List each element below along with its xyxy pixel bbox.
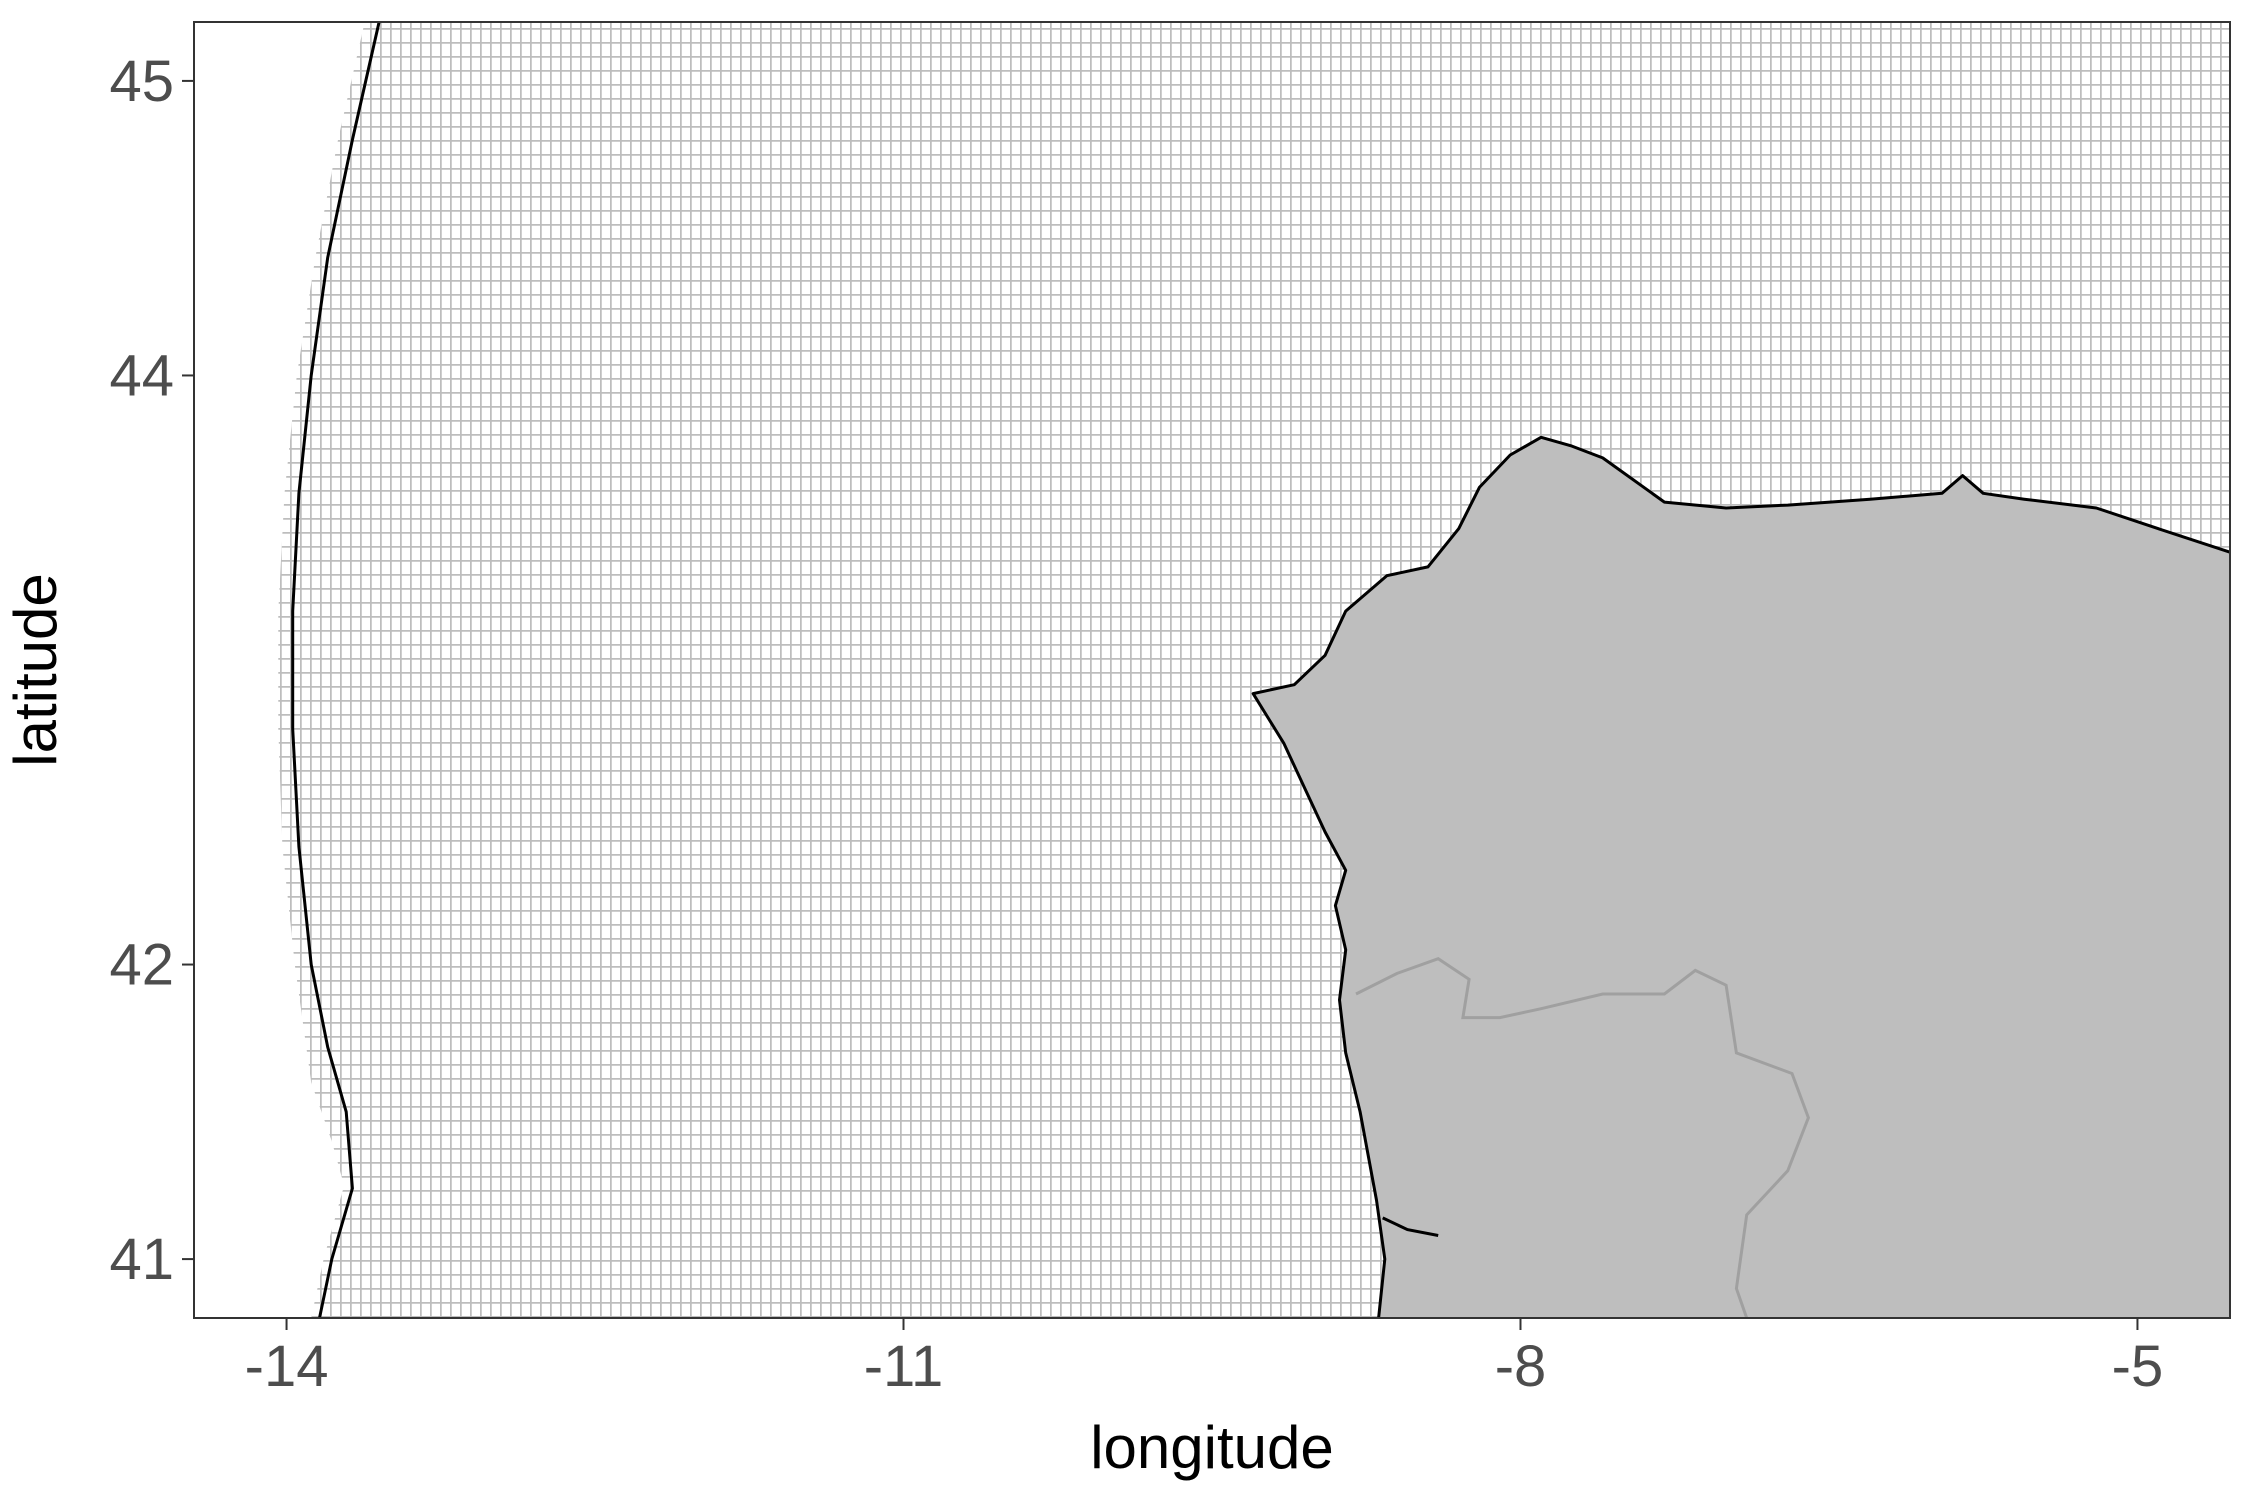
x-tick-label: -14 — [245, 1334, 329, 1399]
border-galicia-portugal — [1355, 957, 1811, 1318]
y-axis: 41 42 44 45 — [109, 49, 194, 1292]
y-axis-title: latitude — [2, 573, 69, 766]
y-tick-label: 44 — [109, 343, 174, 408]
panel-frame — [193, 21, 2231, 1319]
x-tick-label: -8 — [1495, 1334, 1547, 1399]
map-panel-layers — [194, 22, 2230, 1318]
eez-boundary-line — [291, 22, 381, 1318]
x-axis: -14 -11 -8 -5 — [245, 1318, 2164, 1399]
coastline — [1251, 435, 2230, 1318]
x-tick-label: -5 — [2112, 1334, 2164, 1399]
y-tick-label: 41 — [109, 1227, 174, 1292]
land-region — [1253, 437, 2230, 1318]
y-tick-label: 45 — [109, 49, 174, 114]
x-axis-title: longitude — [1090, 1414, 1334, 1481]
x-tick-label: -11 — [864, 1334, 944, 1399]
douro-estuary-line — [1382, 1216, 1439, 1237]
y-tick-label: 42 — [109, 933, 174, 998]
